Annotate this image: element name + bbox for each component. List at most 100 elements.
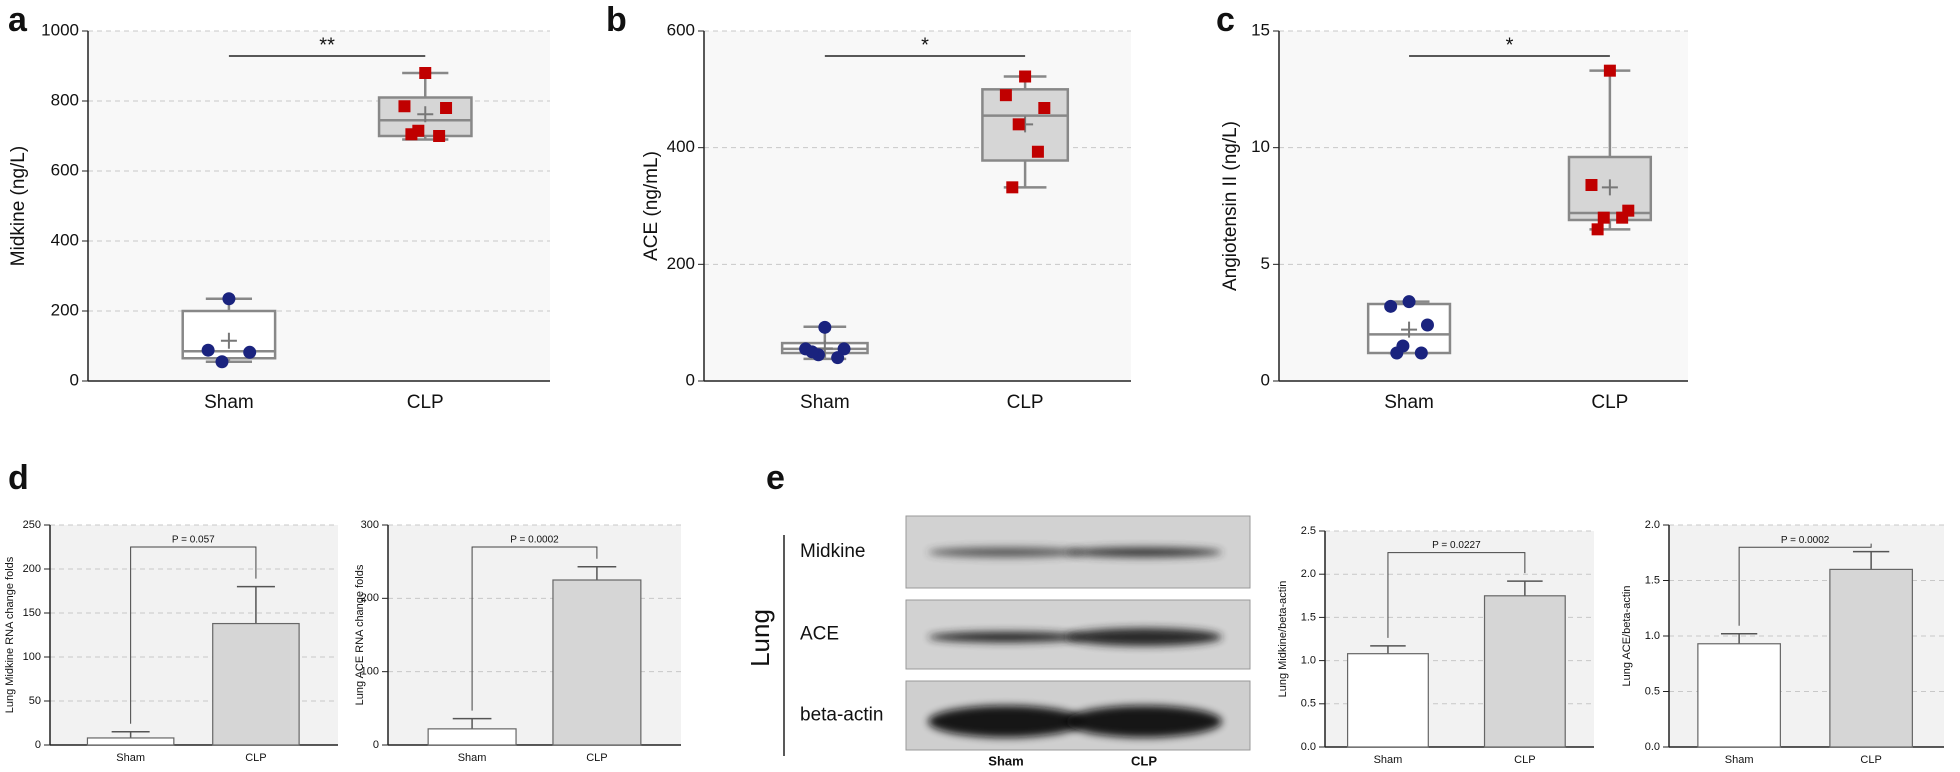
y-tick-label: 1.5 xyxy=(1645,574,1660,586)
data-point xyxy=(1006,181,1019,194)
p-value-label: P = 0.0227 xyxy=(1432,540,1481,551)
y-tick-label: 2.0 xyxy=(1301,568,1316,580)
y-tick-label: 0 xyxy=(1261,370,1270,389)
data-point xyxy=(440,102,453,114)
x-tick-label: CLP xyxy=(1591,392,1628,413)
y-tick-label: 400 xyxy=(667,137,695,156)
blot-row-label: beta-actin xyxy=(800,705,883,726)
mean-marker xyxy=(220,332,237,349)
data-point xyxy=(405,128,418,141)
data-point xyxy=(433,130,446,142)
data-point xyxy=(1585,179,1598,191)
blot-band xyxy=(1066,628,1222,647)
bar xyxy=(552,579,642,746)
data-point xyxy=(1038,102,1051,114)
y-tick-label: 200 xyxy=(667,254,695,273)
blot-band xyxy=(928,631,1084,643)
y-tick-label: 0.0 xyxy=(1645,741,1660,753)
y-tick-label: 0.5 xyxy=(1301,698,1316,710)
data-point xyxy=(1616,211,1629,224)
data-point xyxy=(805,345,819,359)
data-point xyxy=(1420,318,1434,332)
data-point xyxy=(222,292,236,306)
significance-bracket xyxy=(471,546,598,711)
panel-letter: a xyxy=(8,1,28,39)
significance-label: * xyxy=(1506,34,1514,56)
y-tick-label: 5 xyxy=(1261,254,1270,273)
data-point xyxy=(1597,211,1610,224)
significance-bracket xyxy=(130,546,257,724)
bar xyxy=(86,737,175,746)
y-tick-label: 600 xyxy=(51,160,79,179)
plot-background xyxy=(704,31,1131,381)
data-point xyxy=(243,345,257,359)
y-tick-label: 800 xyxy=(51,90,79,109)
y-tick-label: 100 xyxy=(361,666,379,678)
significance-bracket xyxy=(1738,543,1872,626)
y-tick-label: 0.0 xyxy=(1301,741,1316,753)
y-axis-label: Lung Midkine/beta-actin xyxy=(1277,581,1289,698)
data-point xyxy=(999,89,1012,102)
data-point xyxy=(1031,145,1044,158)
y-tick-label: 1000 xyxy=(41,20,79,39)
x-tick-label: CLP xyxy=(407,392,444,413)
bar xyxy=(212,622,300,746)
panel-letter: e xyxy=(766,459,785,497)
p-value-label: P = 0.057 xyxy=(172,535,215,546)
significance-label: ** xyxy=(319,34,335,56)
y-tick-label: 2.0 xyxy=(1645,519,1660,531)
y-tick-label: 0 xyxy=(35,739,41,751)
y-tick-label: 300 xyxy=(361,519,379,531)
x-tick-label: Sham xyxy=(1725,754,1754,766)
blot-row-label: Midkine xyxy=(800,541,865,562)
data-point xyxy=(215,355,229,369)
y-axis-label: Angiotensin II (ng/L) xyxy=(1220,121,1241,291)
x-tick-label: CLP xyxy=(245,752,266,764)
bar xyxy=(1829,568,1913,748)
panel-letter: b xyxy=(606,1,627,39)
data-point xyxy=(1012,118,1025,131)
y-axis-label: Lung ACE/beta-actin xyxy=(1621,586,1633,687)
y-tick-label: 1.0 xyxy=(1301,655,1316,667)
x-tick-label: CLP xyxy=(1007,392,1044,413)
y-tick-label: 2.5 xyxy=(1301,525,1316,537)
bar xyxy=(1697,643,1781,748)
y-axis-label: Lung Midkine RNA change folds xyxy=(4,556,16,713)
y-tick-label: 1.5 xyxy=(1301,611,1316,623)
panel-letter: d xyxy=(8,459,29,497)
y-tick-label: 200 xyxy=(51,300,79,319)
x-tick-label: CLP xyxy=(1860,754,1881,766)
y-tick-label: 50 xyxy=(29,695,41,707)
mean-marker xyxy=(417,106,434,123)
bar xyxy=(1483,595,1566,748)
p-value-label: P = 0.0002 xyxy=(510,535,559,546)
x-tick-label: CLP xyxy=(586,752,607,764)
mean-marker xyxy=(1601,179,1618,196)
y-tick-label: 0.5 xyxy=(1645,685,1660,697)
y-tick-label: 0 xyxy=(686,370,695,389)
y-tick-label: 1.0 xyxy=(1645,630,1660,642)
y-tick-label: 0 xyxy=(373,739,379,751)
y-tick-label: 200 xyxy=(23,563,41,575)
y-tick-label: 600 xyxy=(667,20,695,39)
plot-background xyxy=(88,31,550,381)
data-point xyxy=(818,320,832,334)
data-point xyxy=(419,67,432,79)
data-point xyxy=(398,100,411,113)
lane-label: Sham xyxy=(988,753,1023,768)
blot-band xyxy=(1066,547,1222,558)
y-tick-label: 250 xyxy=(23,519,41,531)
y-tick-label: 100 xyxy=(23,651,41,663)
data-point xyxy=(1384,299,1398,313)
tissue-label: Lung xyxy=(745,609,775,667)
data-point xyxy=(201,343,215,357)
data-point xyxy=(1390,346,1404,360)
x-tick-label: Sham xyxy=(1374,754,1403,766)
y-tick-label: 10 xyxy=(1251,137,1270,156)
panel-letter: c xyxy=(1216,1,1235,39)
x-tick-label: Sham xyxy=(204,392,254,413)
x-tick-label: Sham xyxy=(116,752,145,764)
x-tick-label: CLP xyxy=(1514,754,1535,766)
